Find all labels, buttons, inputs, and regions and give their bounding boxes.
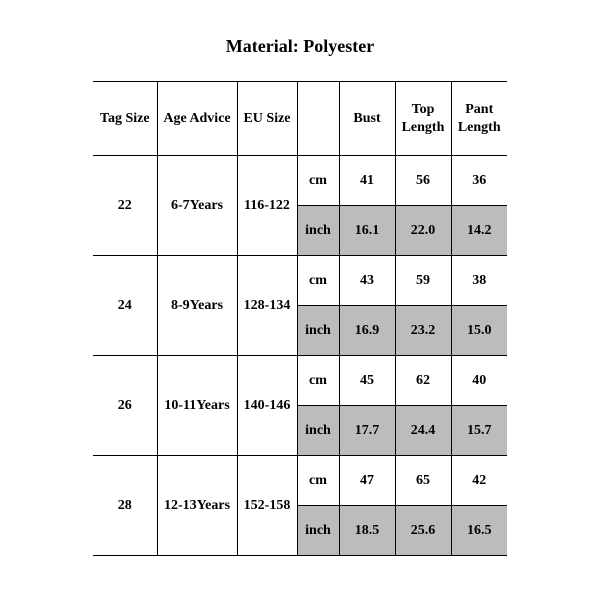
col-eu-size: EU Size [237, 82, 297, 156]
cell-age-advice: 12-13Years [157, 456, 237, 556]
cell-bust: 18.5 [339, 506, 395, 556]
cell-unit: cm [297, 356, 339, 406]
cell-top-length: 59 [395, 256, 451, 306]
cell-bust: 16.1 [339, 206, 395, 256]
cell-top-length: 25.6 [395, 506, 451, 556]
cell-pant-length: 40 [451, 356, 507, 406]
cell-eu-size: 152-158 [237, 456, 297, 556]
cell-pant-length: 38 [451, 256, 507, 306]
size-chart-table: Tag Size Age Advice EU Size Bust TopLeng… [93, 81, 507, 556]
col-tag-size: Tag Size [93, 82, 157, 156]
cell-unit: inch [297, 406, 339, 456]
cell-unit: cm [297, 456, 339, 506]
cell-tag-size: 24 [93, 256, 157, 356]
cell-pant-length: 14.2 [451, 206, 507, 256]
col-unit [297, 82, 339, 156]
cell-bust: 47 [339, 456, 395, 506]
cell-top-length: 65 [395, 456, 451, 506]
cell-bust: 16.9 [339, 306, 395, 356]
cell-eu-size: 128-134 [237, 256, 297, 356]
cell-top-length: 56 [395, 156, 451, 206]
cell-unit: cm [297, 156, 339, 206]
cell-top-length: 24.4 [395, 406, 451, 456]
cell-top-length: 22.0 [395, 206, 451, 256]
table-row: 24 8-9Years 128-134 cm 43 59 38 [93, 256, 507, 306]
cell-bust: 41 [339, 156, 395, 206]
table-row: 28 12-13Years 152-158 cm 47 65 42 [93, 456, 507, 506]
col-pant-length: PantLength [451, 82, 507, 156]
page-title: Material: Polyester [0, 0, 600, 81]
table-row: 26 10-11Years 140-146 cm 45 62 40 [93, 356, 507, 406]
cell-unit: cm [297, 256, 339, 306]
table-row: 22 6-7Years 116-122 cm 41 56 36 [93, 156, 507, 206]
cell-eu-size: 140-146 [237, 356, 297, 456]
cell-tag-size: 26 [93, 356, 157, 456]
cell-top-length: 62 [395, 356, 451, 406]
cell-bust: 17.7 [339, 406, 395, 456]
cell-bust: 43 [339, 256, 395, 306]
cell-pant-length: 16.5 [451, 506, 507, 556]
cell-unit: inch [297, 306, 339, 356]
cell-pant-length: 36 [451, 156, 507, 206]
cell-unit: inch [297, 506, 339, 556]
cell-pant-length: 15.0 [451, 306, 507, 356]
cell-age-advice: 8-9Years [157, 256, 237, 356]
cell-age-advice: 10-11Years [157, 356, 237, 456]
cell-tag-size: 28 [93, 456, 157, 556]
col-bust: Bust [339, 82, 395, 156]
cell-eu-size: 116-122 [237, 156, 297, 256]
col-age-advice: Age Advice [157, 82, 237, 156]
cell-tag-size: 22 [93, 156, 157, 256]
table-header-row: Tag Size Age Advice EU Size Bust TopLeng… [93, 82, 507, 156]
cell-unit: inch [297, 206, 339, 256]
cell-bust: 45 [339, 356, 395, 406]
cell-age-advice: 6-7Years [157, 156, 237, 256]
col-top-length: TopLength [395, 82, 451, 156]
cell-pant-length: 15.7 [451, 406, 507, 456]
cell-top-length: 23.2 [395, 306, 451, 356]
cell-pant-length: 42 [451, 456, 507, 506]
